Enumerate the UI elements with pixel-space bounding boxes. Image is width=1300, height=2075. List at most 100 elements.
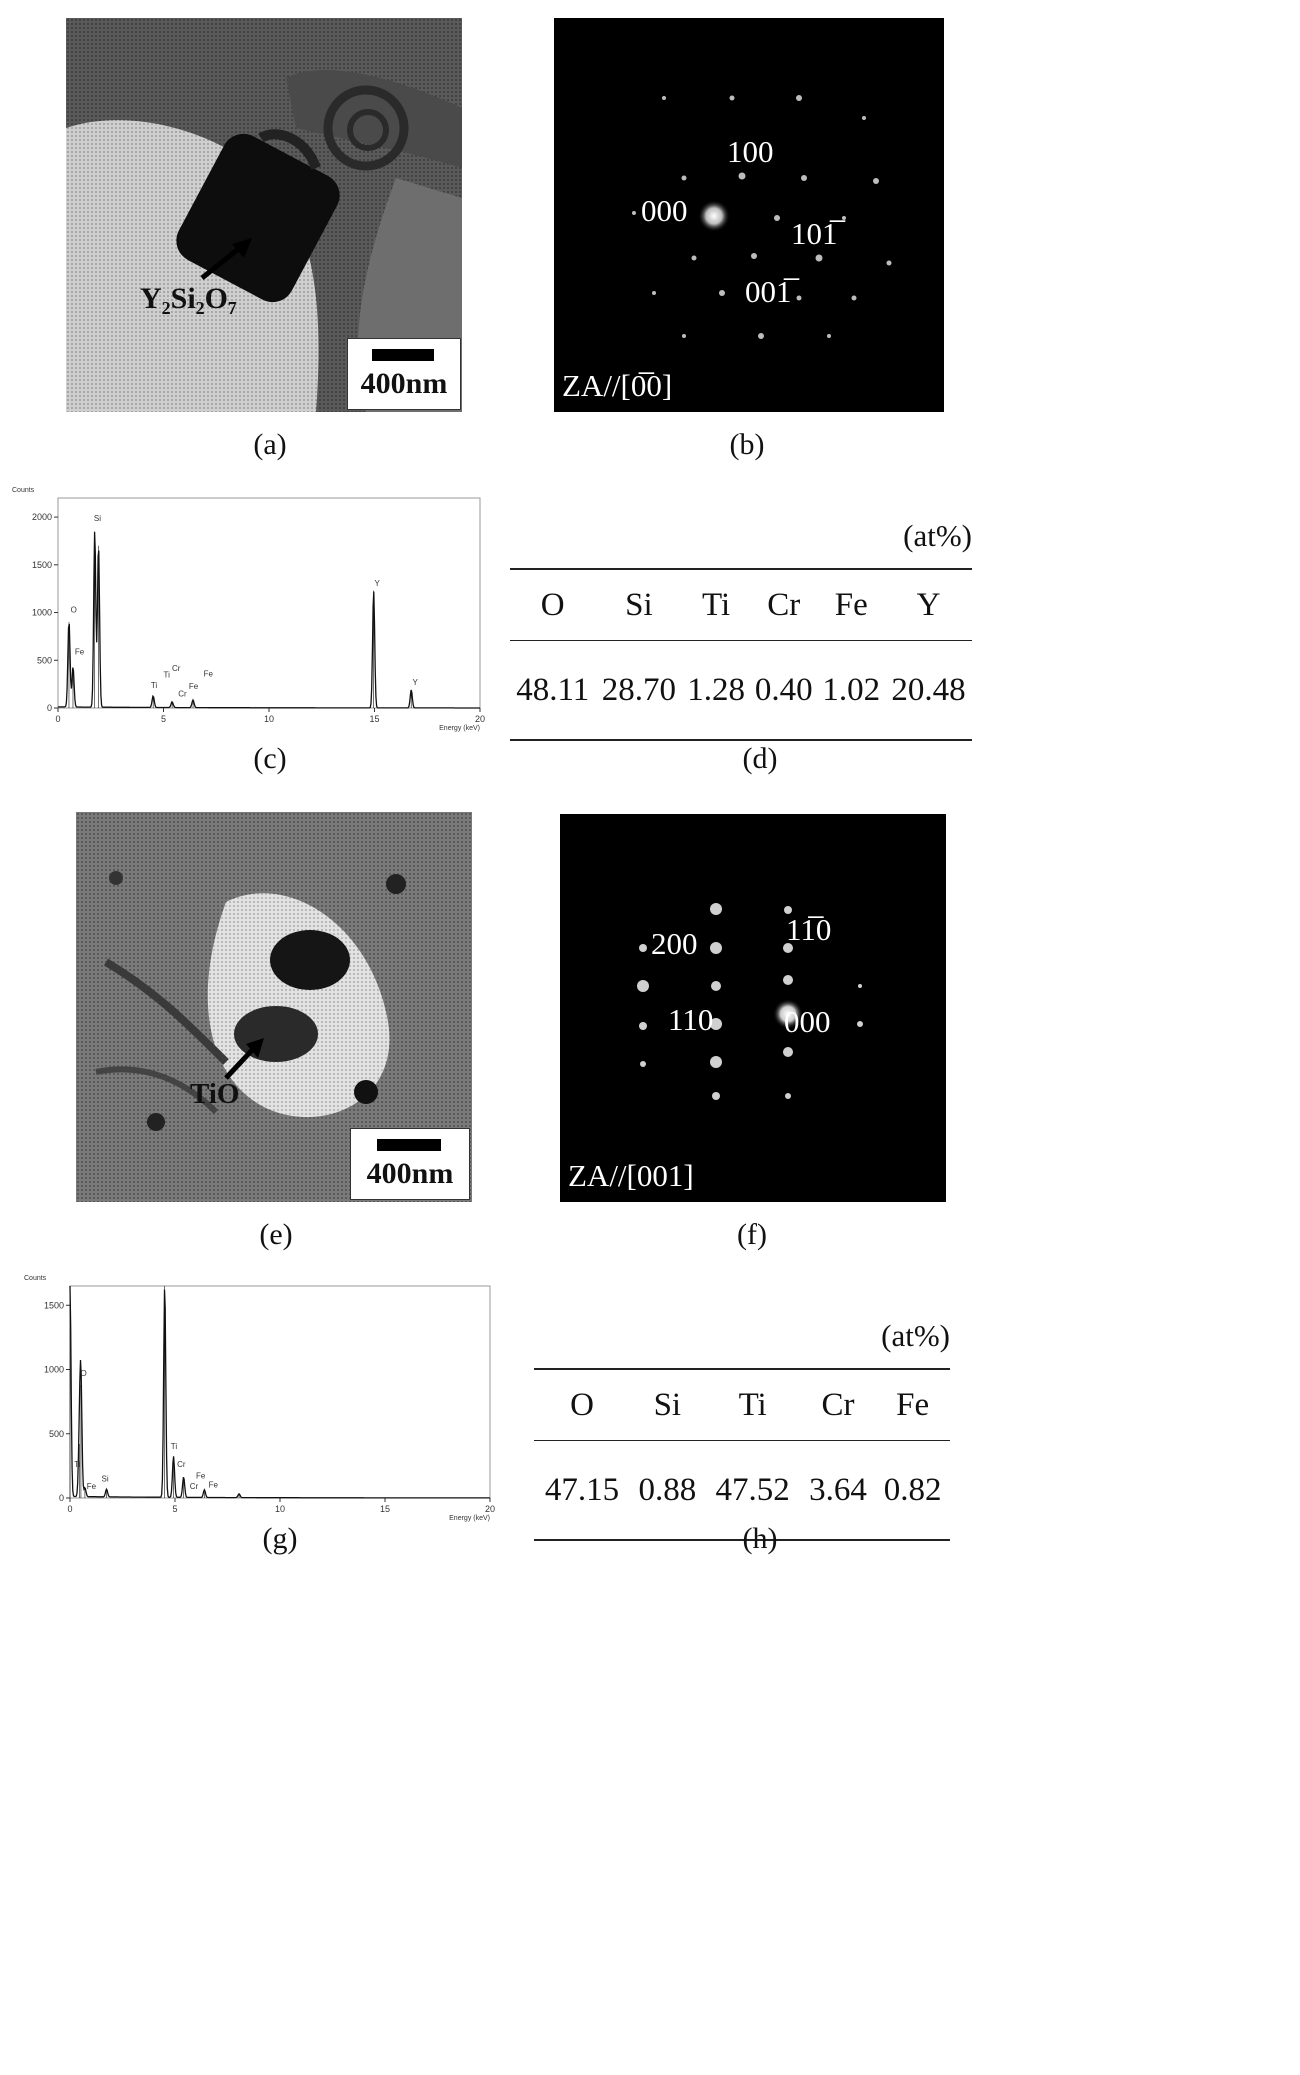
unit-label-d: (at%) [903, 518, 972, 553]
plot-frame [57, 497, 481, 709]
peak-label: Fe [196, 1472, 206, 1481]
table-cell: 0.40 [754, 671, 813, 708]
y-tick-label: 500 [49, 1429, 64, 1439]
caption-d: (d) [742, 742, 778, 775]
peak-label: Si [102, 1474, 109, 1483]
peak-label: Fe [75, 648, 85, 657]
table-cell: 20.48 [891, 671, 966, 708]
scale-bar-label: 400nm [360, 367, 448, 400]
scale-bar-a: 400nm [347, 338, 461, 410]
column-header: Cr [767, 586, 801, 623]
x-tick-label: 10 [275, 1504, 285, 1514]
peak-label: Ti [164, 670, 171, 679]
saed-spot-label-100: 100 [727, 134, 774, 169]
peak-label: Cr [172, 664, 181, 673]
peak-label: Fe [209, 1481, 219, 1490]
y-axis-label: Counts [24, 1275, 47, 1282]
peak-label: Ti [74, 1460, 81, 1469]
peak-label: Fe [189, 682, 199, 691]
y-tick-label: 500 [37, 655, 52, 665]
column-header: Fe [896, 1386, 930, 1423]
column-header: Ti [738, 1386, 767, 1423]
saed-spot-label-110: 110 [668, 1002, 714, 1037]
spectrum-line [69, 1285, 490, 1499]
column-header: Ti [702, 586, 731, 623]
y-tick-label: 0 [47, 703, 52, 713]
eds-spectrum-g: 0 5 10 15 20 0 500 1000 1500 Counts Energy (keV) O T… [20, 1266, 500, 1524]
column-header: Y [916, 586, 941, 623]
x-tick-label: 10 [264, 714, 274, 724]
saed-spot-label-1-10: 11̅0 [786, 912, 832, 947]
spectrum-line [58, 531, 480, 709]
column-header: Si [653, 1386, 682, 1423]
caption-f: (f) [737, 1218, 767, 1251]
peak-label: Y [412, 678, 418, 687]
column-header: Si [625, 586, 653, 623]
caption-b: (b) [729, 428, 765, 461]
x-axis-label: Energy (keV) [449, 1515, 490, 1522]
saed-spot-label-10-1: 101̅ [791, 216, 838, 251]
table-cell: 47.52 [715, 1471, 790, 1508]
saed-spot-label-200: 200 [651, 926, 698, 961]
x-tick-label: 5 [161, 714, 166, 724]
table-cell: 47.15 [544, 1471, 620, 1508]
saed-spot-label-000: 000 [641, 193, 688, 228]
saed-spot-label-000: 000 [784, 1004, 831, 1039]
saed-spot-label-00-1: 001̅ [745, 274, 792, 309]
y-tick-label: 1000 [32, 608, 52, 618]
phase-label-e: TiO [190, 1078, 240, 1110]
peak-label: Cr [178, 690, 187, 699]
caption-h: (h) [742, 1522, 778, 1555]
zone-axis-label-f: ZA//[001] [568, 1158, 694, 1193]
peak-label: Y [375, 579, 381, 588]
peak-label: Fe [87, 1482, 97, 1491]
scale-bar-line [377, 1139, 441, 1151]
x-tick-label: 15 [369, 714, 379, 724]
peak-label: Ti [171, 1442, 178, 1451]
composition-table-h: (at%) O Si Ti Cr Fe 47.15 0.88 47.52 3.6… [534, 1318, 950, 1541]
x-tick-label: 0 [55, 714, 60, 724]
column-header: Cr [821, 1386, 855, 1423]
x-tick-label: 5 [172, 1504, 177, 1514]
y-tick-label: 1500 [32, 560, 52, 570]
x-axis-label: Energy (keV) [439, 725, 480, 732]
scale-bar-line [372, 349, 434, 361]
column-header: O [570, 1386, 594, 1423]
table-row: 47.15 0.88 47.52 3.64 0.82 [534, 1440, 950, 1540]
tem-image-a [66, 18, 462, 412]
table-cell: 1.28 [687, 671, 745, 708]
scale-bar-e: 400nm [350, 1128, 470, 1200]
table-row: 48.11 28.70 1.28 0.40 1.02 20.48 [510, 640, 972, 740]
y-axis-label: Counts [12, 487, 35, 494]
caption-g: (g) [262, 1522, 298, 1555]
composition-table-d: (at%) O Si Ti Cr Fe Y 48.11 28.70 1.28 0… [510, 518, 972, 741]
zone-axis-label-b: ZA//[0̅0] [562, 368, 673, 403]
peak-label: Ti [151, 681, 158, 690]
arrow-icon [224, 1038, 264, 1080]
peak-label: Cr [190, 1482, 199, 1491]
x-tick-label: 0 [67, 1504, 72, 1514]
table-cell: 48.11 [516, 671, 590, 708]
caption-e: (e) [259, 1218, 293, 1251]
caption-a: (a) [253, 428, 287, 461]
peak-label: Fe [204, 670, 214, 679]
x-tick-label: 20 [475, 714, 485, 724]
plot-frame [69, 1285, 491, 1499]
peak-label: O [71, 606, 77, 615]
y-tick-label: 1500 [44, 1300, 64, 1310]
y-tick-label: 1000 [44, 1365, 64, 1375]
phase-label-a: Y₂Si₂O₇ [140, 282, 238, 315]
table-cell: 0.88 [638, 1471, 697, 1508]
table-cell: 0.82 [883, 1471, 942, 1508]
arrow-icon [200, 238, 252, 280]
caption-c: (c) [253, 742, 287, 775]
peak-label: Cr [177, 1460, 186, 1469]
peak-label: O [81, 1369, 87, 1378]
table-cell: 28.70 [601, 671, 677, 708]
scale-bar-label: 400nm [366, 1157, 454, 1190]
column-header: O [540, 586, 565, 623]
x-tick-label: 15 [380, 1504, 390, 1514]
peak-label: Si [94, 514, 101, 523]
column-header: Fe [834, 586, 868, 623]
x-tick-label: 20 [485, 1504, 495, 1514]
